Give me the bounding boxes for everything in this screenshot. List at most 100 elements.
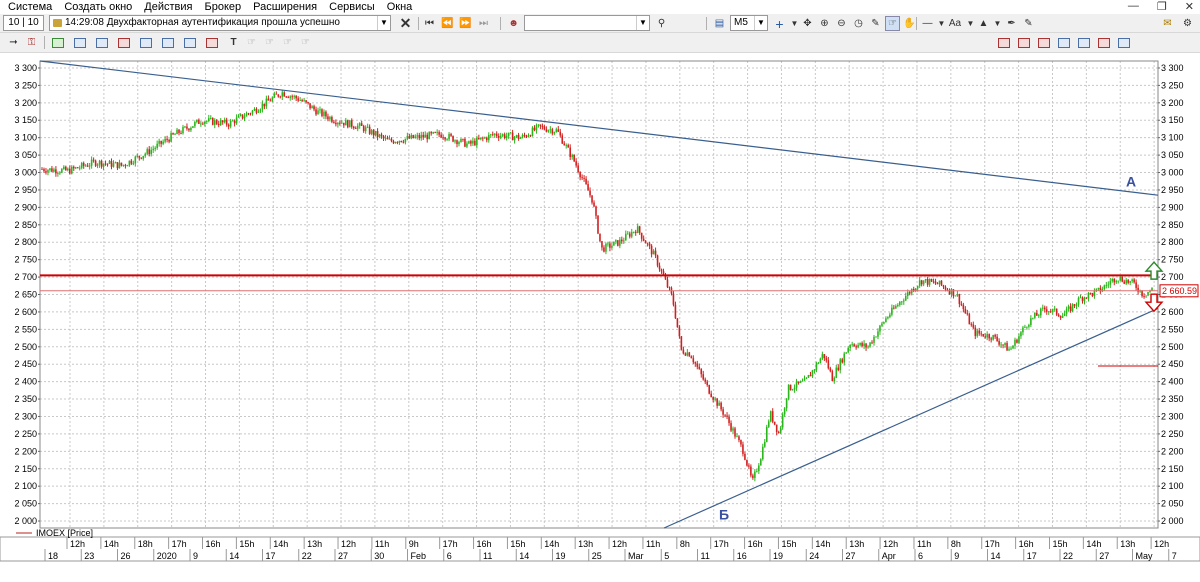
hand-icon[interactable]: ☞ bbox=[283, 37, 292, 48]
stop-icon[interactable]: ✕ bbox=[399, 15, 412, 31]
candle-body bbox=[82, 163, 85, 166]
menu-actions[interactable]: Действия bbox=[144, 1, 193, 13]
menu-extensions[interactable]: Расширения bbox=[253, 1, 318, 13]
zoom-out-icon[interactable]: ⊖ bbox=[837, 18, 846, 29]
candle-body bbox=[684, 353, 687, 356]
window-icon[interactable] bbox=[204, 35, 219, 50]
candle-body bbox=[630, 232, 633, 237]
candle-body bbox=[464, 138, 466, 147]
grab-icon[interactable]: ✋ bbox=[903, 18, 916, 29]
candle-body bbox=[853, 344, 855, 347]
fill-icon[interactable]: ▲ bbox=[978, 18, 989, 29]
edit-icon[interactable]: ✎ bbox=[1024, 18, 1033, 29]
menu-windows[interactable]: Окна bbox=[386, 1, 413, 13]
user-icon[interactable]: ☻ bbox=[508, 18, 519, 29]
maximize-icon[interactable]: ❐ bbox=[1156, 1, 1167, 13]
hour-tick-label: 16h bbox=[206, 539, 221, 549]
instrument-select[interactable]: ▼ bbox=[524, 15, 650, 31]
candle-body bbox=[1151, 287, 1153, 291]
arrow-icon[interactable]: ➞ bbox=[9, 37, 18, 48]
hour-tick-label: 12h bbox=[612, 539, 627, 549]
window-icon[interactable] bbox=[72, 35, 87, 50]
candle-body bbox=[416, 135, 419, 137]
candle-body bbox=[611, 245, 613, 248]
hand-icon[interactable]: ☞ bbox=[301, 37, 310, 48]
pencil-icon[interactable]: ✎ bbox=[871, 18, 880, 29]
window-icon[interactable] bbox=[1056, 35, 1071, 50]
candle-body bbox=[833, 377, 836, 382]
y-tick-label-left: 3 250 bbox=[14, 80, 37, 90]
add-window-icon[interactable] bbox=[50, 35, 65, 50]
menu-services[interactable]: Сервисы bbox=[329, 1, 375, 13]
timeframe-select[interactable]: M5 ▼ bbox=[730, 15, 768, 31]
window-icon[interactable] bbox=[182, 35, 197, 50]
search-icon[interactable]: ⚲ bbox=[657, 18, 666, 29]
candle-body bbox=[789, 384, 792, 390]
chevron-down-icon[interactable]: ▼ bbox=[993, 19, 1002, 28]
window-icon[interactable] bbox=[1076, 35, 1091, 50]
hand-icon[interactable]: ☞ bbox=[885, 16, 900, 31]
hour-tick-label: 16h bbox=[477, 539, 492, 549]
bell-icon[interactable]: ✉ bbox=[1163, 18, 1172, 29]
forward-icon[interactable]: ⏩ bbox=[459, 18, 472, 29]
forward-last-icon[interactable]: ⏭ bbox=[479, 18, 488, 29]
menu-system[interactable]: Система bbox=[8, 1, 53, 13]
y-tick-label-left: 2 400 bbox=[14, 377, 37, 387]
rewind-first-icon[interactable]: ⏮ bbox=[425, 18, 434, 29]
rewind-icon[interactable]: ⏪ bbox=[441, 18, 454, 29]
hour-tick-label: 15h bbox=[510, 539, 525, 549]
hour-tick-label: 13h bbox=[578, 539, 593, 549]
key-icon[interactable]: ⚿ bbox=[27, 37, 36, 48]
clock-icon[interactable]: ◷ bbox=[854, 18, 863, 29]
candle-body bbox=[748, 465, 750, 467]
candle-body bbox=[960, 303, 963, 305]
chevron-down-icon[interactable]: ▼ bbox=[937, 19, 946, 28]
hand-icon[interactable]: ☞ bbox=[247, 37, 256, 48]
candle-body bbox=[440, 134, 442, 138]
chart-icon[interactable]: ▤ bbox=[714, 18, 725, 29]
chevron-down-icon[interactable]: ▼ bbox=[754, 16, 767, 30]
candle-body bbox=[489, 134, 492, 136]
window-icon[interactable] bbox=[116, 35, 131, 50]
chart-window[interactable]: 3 300 3 300 3 250 3 250 3 200 3 200 3 150 3 150… bbox=[0, 53, 1200, 579]
message-box[interactable]: 14:29:08 Двухфакторная аутентификация пр… bbox=[49, 15, 391, 31]
chevron-down-icon[interactable]: ▼ bbox=[790, 19, 799, 28]
candle-body bbox=[918, 280, 921, 287]
chevron-down-icon[interactable]: ▼ bbox=[636, 16, 649, 30]
window-icon[interactable] bbox=[1096, 35, 1111, 50]
pin-icon[interactable]: ✒ bbox=[1007, 18, 1016, 29]
chevron-down-icon[interactable]: ▼ bbox=[966, 19, 975, 28]
y-tick-label-left: 3 050 bbox=[14, 150, 37, 160]
window-icon[interactable] bbox=[138, 35, 153, 50]
candle-body bbox=[364, 127, 367, 132]
text-icon[interactable]: T bbox=[230, 37, 237, 48]
candle-body bbox=[164, 138, 166, 142]
candle-body bbox=[150, 149, 153, 155]
settings-icon[interactable]: ⚙ bbox=[1183, 18, 1192, 29]
day-tick-label: 5 bbox=[664, 551, 669, 561]
window-icon[interactable] bbox=[1016, 35, 1031, 50]
window-icon[interactable] bbox=[1116, 35, 1131, 50]
candle-body bbox=[567, 145, 570, 148]
hour-tick-label: 12h bbox=[70, 539, 85, 549]
move-icon[interactable]: ✥ bbox=[803, 18, 812, 29]
window-icon[interactable] bbox=[1036, 35, 1051, 50]
crosshair-icon[interactable]: + bbox=[775, 15, 784, 32]
text-icon[interactable]: Aa bbox=[948, 18, 962, 29]
window-icon[interactable] bbox=[94, 35, 109, 50]
candle-body bbox=[72, 166, 75, 169]
candle-body bbox=[533, 127, 536, 131]
price-chart[interactable]: 3 300 3 300 3 250 3 250 3 200 3 200 3 150 3 150… bbox=[0, 53, 1200, 579]
window-icon[interactable] bbox=[160, 35, 175, 50]
chevron-down-icon[interactable]: ▼ bbox=[377, 16, 390, 30]
hand-icon[interactable]: ☞ bbox=[265, 37, 274, 48]
zoom-in-icon[interactable]: ⊕ bbox=[820, 18, 829, 29]
close-icon[interactable]: ✕ bbox=[1184, 1, 1194, 13]
candle-body bbox=[583, 178, 585, 179]
window-icon[interactable] bbox=[996, 35, 1011, 50]
candle-body bbox=[204, 121, 206, 124]
menu-broker[interactable]: Брокер bbox=[204, 1, 242, 13]
minimize-icon[interactable]: — bbox=[1127, 0, 1139, 12]
menu-create-window[interactable]: Создать окно bbox=[64, 1, 133, 13]
line-icon[interactable]: — bbox=[922, 18, 933, 29]
